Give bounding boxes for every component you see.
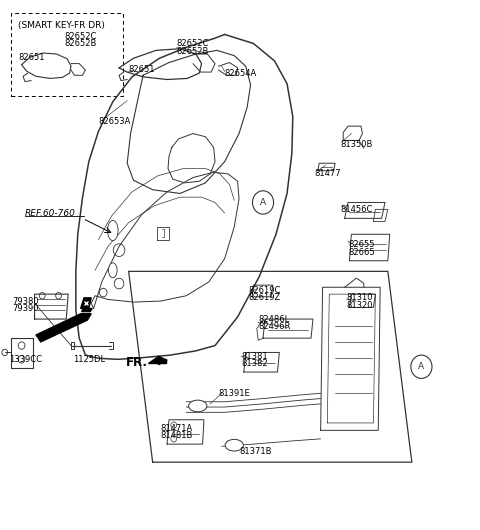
Text: A: A xyxy=(419,363,424,371)
Text: 82651: 82651 xyxy=(129,66,155,74)
Text: 81481B: 81481B xyxy=(161,431,193,440)
Polygon shape xyxy=(36,314,91,342)
Text: 82652C: 82652C xyxy=(177,40,209,48)
Bar xyxy=(11,13,123,96)
Text: 81310: 81310 xyxy=(347,294,373,302)
Ellipse shape xyxy=(108,220,118,241)
Text: 82652B: 82652B xyxy=(177,47,209,56)
Text: 82651: 82651 xyxy=(18,53,45,61)
Polygon shape xyxy=(148,356,166,363)
Ellipse shape xyxy=(189,400,207,412)
Polygon shape xyxy=(158,356,167,365)
Text: 81471A: 81471A xyxy=(161,424,193,432)
Text: 81477: 81477 xyxy=(314,170,341,178)
Text: 79390: 79390 xyxy=(12,304,38,313)
Text: 82652B: 82652B xyxy=(65,39,97,48)
Text: 82652C: 82652C xyxy=(65,32,97,40)
Polygon shape xyxy=(82,308,92,312)
Text: 81381: 81381 xyxy=(241,352,267,360)
Text: 82619C: 82619C xyxy=(249,286,281,295)
Polygon shape xyxy=(81,298,91,308)
Ellipse shape xyxy=(108,263,117,278)
Ellipse shape xyxy=(225,439,243,451)
Text: REF.60-760: REF.60-760 xyxy=(25,209,76,217)
Text: 81371B: 81371B xyxy=(239,447,272,456)
Text: 81320: 81320 xyxy=(347,301,373,310)
Text: (SMART KEY-FR DR): (SMART KEY-FR DR) xyxy=(18,21,105,30)
Text: 82619Z: 82619Z xyxy=(249,294,281,302)
Text: 81350B: 81350B xyxy=(341,140,373,148)
Text: 82665: 82665 xyxy=(348,248,374,257)
Text: 82486L: 82486L xyxy=(258,315,289,323)
Text: A: A xyxy=(260,198,266,207)
Text: 81391E: 81391E xyxy=(218,389,250,398)
Text: 82653A: 82653A xyxy=(98,118,131,126)
Text: 81382: 81382 xyxy=(241,359,267,368)
Text: 82655: 82655 xyxy=(348,241,374,249)
Text: 79380: 79380 xyxy=(12,297,38,305)
Text: 82654A: 82654A xyxy=(225,69,257,77)
Text: FR.: FR. xyxy=(126,356,148,369)
Text: 1125DL: 1125DL xyxy=(73,355,105,364)
Text: 82496R: 82496R xyxy=(258,322,290,331)
Text: 81456C: 81456C xyxy=(341,205,373,214)
Text: 1339CC: 1339CC xyxy=(9,355,42,364)
